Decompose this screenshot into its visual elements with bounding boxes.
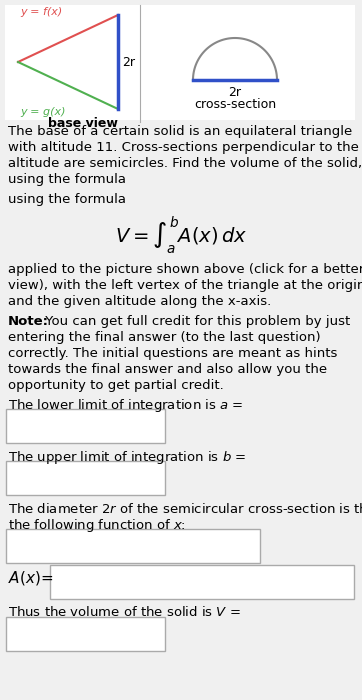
Text: altitude are semicircles. Find the volume of the solid,: altitude are semicircles. Find the volum… [8,157,362,170]
FancyBboxPatch shape [6,617,165,651]
Text: and the given altitude along the x-axis.: and the given altitude along the x-axis. [8,295,271,308]
Text: base view: base view [48,117,118,130]
Text: $V = \int_a^b A(x)\,dx$: $V = \int_a^b A(x)\,dx$ [115,215,247,256]
Text: You can get full credit for this problem by just: You can get full credit for this problem… [41,315,350,328]
FancyBboxPatch shape [50,565,354,599]
Text: $A(x)$=: $A(x)$= [8,569,53,587]
Text: The lower limit of integration is $a$ =: The lower limit of integration is $a$ = [8,397,243,414]
Text: towards the final answer and also allow you the: towards the final answer and also allow … [8,363,327,376]
FancyBboxPatch shape [6,529,260,563]
Text: using the formula: using the formula [8,193,126,206]
Text: y = g(x): y = g(x) [20,107,66,117]
Text: The upper limit of integration is $b$ =: The upper limit of integration is $b$ = [8,449,246,466]
Text: entering the final answer (to the last question): entering the final answer (to the last q… [8,331,321,344]
Text: with altitude 11. Cross-sections perpendicular to the: with altitude 11. Cross-sections perpend… [8,141,359,154]
Text: Thus the volume of the solid is $V$ =: Thus the volume of the solid is $V$ = [8,605,241,619]
Text: The base of a certain solid is an equilateral triangle: The base of a certain solid is an equila… [8,125,352,138]
Text: 2r: 2r [228,86,241,99]
Text: opportunity to get partial credit.: opportunity to get partial credit. [8,379,224,392]
Text: cross-section: cross-section [194,98,276,111]
FancyBboxPatch shape [6,409,165,443]
Text: correctly. The initial questions are meant as hints: correctly. The initial questions are mea… [8,347,337,360]
FancyBboxPatch shape [6,461,165,495]
FancyBboxPatch shape [5,5,355,120]
Text: applied to the picture shown above (click for a better: applied to the picture shown above (clic… [8,263,362,276]
Text: Note:: Note: [8,315,49,328]
Text: the following function of $x$:: the following function of $x$: [8,517,186,534]
Text: view), with the left vertex of the triangle at the origin: view), with the left vertex of the trian… [8,279,362,292]
Text: 2r: 2r [122,55,135,69]
Text: The diameter $2r$ of the semicircular cross-section is the following function of: The diameter $2r$ of the semicircular cr… [8,501,362,518]
Text: using the formula: using the formula [8,173,126,186]
Text: y = f(x): y = f(x) [20,7,62,17]
